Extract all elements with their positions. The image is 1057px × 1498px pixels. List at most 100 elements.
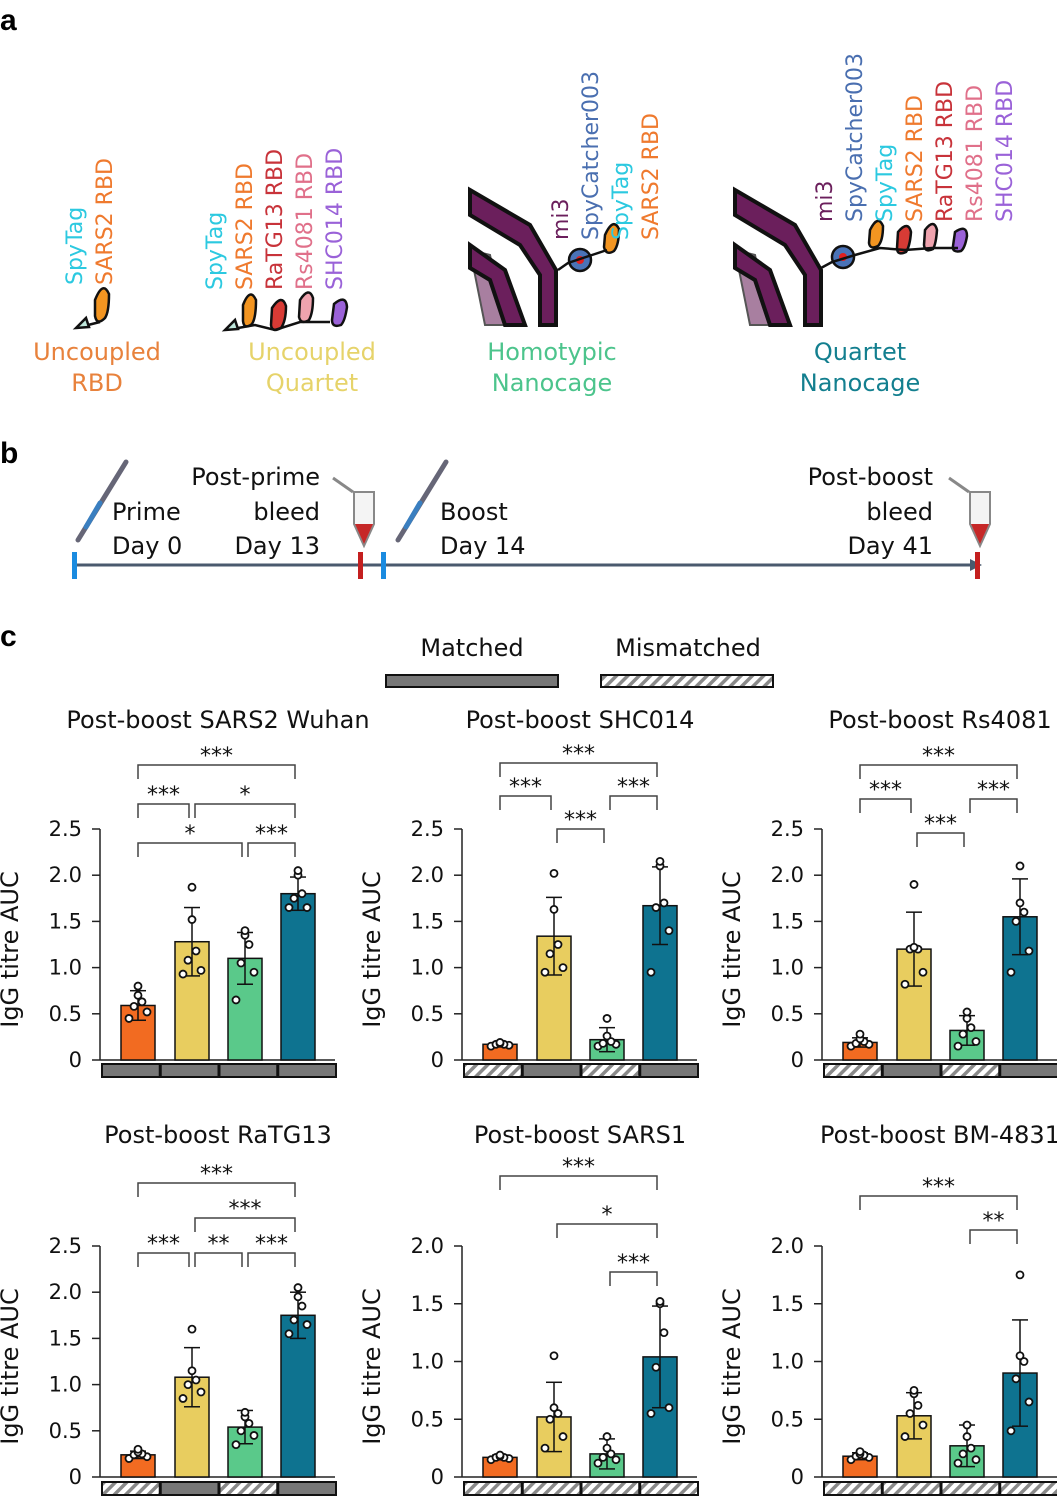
blood-tube-icon bbox=[948, 476, 991, 549]
construct-caption: Nanocage bbox=[800, 369, 920, 397]
y-tick-label: 1.0 bbox=[771, 956, 804, 980]
data-point bbox=[602, 1432, 612, 1441]
data-point bbox=[297, 889, 307, 899]
significance-bracket bbox=[556, 1223, 658, 1238]
data-point bbox=[302, 903, 312, 912]
data-point bbox=[249, 967, 259, 977]
data-point bbox=[953, 1458, 963, 1468]
chart-post-boost-shc014: Post-boost SHC014 IgG titre AUC 0 0.5 1.0 1.5… bbox=[358, 706, 699, 1078]
nanocage-icon-quartet bbox=[733, 186, 823, 327]
data-point bbox=[133, 981, 143, 991]
condition-strip-matched bbox=[159, 1063, 220, 1078]
significance-label: *** bbox=[922, 744, 955, 769]
data-point bbox=[553, 940, 563, 949]
data-point bbox=[231, 1440, 241, 1450]
data-point bbox=[191, 946, 201, 956]
significance-label: * bbox=[602, 1203, 613, 1228]
condition-strip-matched bbox=[218, 1063, 279, 1078]
data-point bbox=[606, 1037, 616, 1046]
legend-mismatched-swatch bbox=[600, 674, 774, 688]
component-label: SARS2 RBD bbox=[639, 113, 664, 240]
y-axis-label: IgG titre AUC bbox=[358, 1288, 386, 1445]
data-point bbox=[611, 1455, 621, 1465]
component-label: SARS2 RBD bbox=[233, 163, 258, 290]
data-point bbox=[659, 1328, 669, 1338]
data-point bbox=[133, 1444, 143, 1454]
chart-post-boost-bm-4831: Post-boost BM-4831 IgG titre AUC 0 0.5 1.0 1.… bbox=[718, 1121, 1057, 1496]
bar-quartet-nanocage bbox=[280, 892, 316, 1061]
data-point bbox=[1015, 861, 1025, 871]
data-point bbox=[655, 1297, 665, 1306]
component-label: SARS2 RBD bbox=[903, 95, 928, 222]
construct-caption: Homotypic bbox=[487, 338, 617, 366]
data-point bbox=[244, 940, 254, 949]
data-point bbox=[284, 903, 294, 912]
condition-strip-mismatched bbox=[580, 1481, 641, 1496]
data-point bbox=[953, 1041, 963, 1051]
significance-label: *** bbox=[255, 1232, 288, 1257]
data-point bbox=[236, 958, 246, 968]
y-tick-label: 1.0 bbox=[411, 1350, 444, 1374]
y-tick-label: 0.5 bbox=[771, 1407, 804, 1431]
y-tick-label: 1.0 bbox=[411, 956, 444, 980]
data-point bbox=[540, 1443, 550, 1453]
data-point bbox=[240, 1407, 250, 1417]
significance-bracket bbox=[859, 1195, 1018, 1210]
y-tick-label: 2.5 bbox=[49, 817, 82, 841]
legend: Matched Mismatched bbox=[385, 634, 774, 688]
data-point bbox=[178, 1394, 188, 1403]
data-point bbox=[1006, 1426, 1016, 1436]
chart-title: Post-boost BM-4831 bbox=[820, 1121, 1057, 1149]
y-tick-label: 2.0 bbox=[411, 863, 444, 887]
data-point bbox=[918, 1420, 928, 1430]
data-point bbox=[593, 1458, 603, 1468]
y-axis-label: IgG titre AUC bbox=[718, 1288, 746, 1445]
significance-label: *** bbox=[922, 1175, 955, 1200]
condition-strip-matched bbox=[101, 1063, 161, 1078]
significance-bracket bbox=[137, 1252, 190, 1267]
data-point bbox=[1011, 917, 1021, 926]
data-point bbox=[962, 1420, 972, 1430]
boost-day: Day 14 bbox=[440, 532, 526, 560]
data-point bbox=[1024, 1397, 1034, 1407]
chart-title: Post-boost RaTG13 bbox=[104, 1121, 332, 1149]
data-point bbox=[664, 1403, 674, 1413]
y-tick-label: 0 bbox=[431, 1048, 444, 1072]
data-point bbox=[659, 898, 669, 908]
y-tick-label: 2.5 bbox=[411, 817, 444, 841]
component-label: RaTG13 RBD bbox=[263, 149, 288, 290]
y-axis-label: IgG titre AUC bbox=[358, 871, 386, 1028]
significance-bracket bbox=[859, 764, 1018, 779]
data-point bbox=[289, 893, 299, 903]
data-point bbox=[1011, 1374, 1021, 1384]
rbd-icons bbox=[72, 219, 969, 332]
y-tick-label: 0.5 bbox=[411, 1407, 444, 1431]
data-point bbox=[962, 1007, 972, 1017]
significance-label: *** bbox=[229, 1197, 262, 1222]
condition-strip-matched bbox=[277, 1063, 337, 1078]
post-boost-bleed-marker bbox=[975, 552, 980, 579]
condition-strip-mismatched bbox=[881, 1481, 942, 1496]
condition-strip-mismatched bbox=[823, 1063, 883, 1078]
condition-strip-mismatched bbox=[999, 1481, 1057, 1496]
data-point bbox=[191, 1375, 201, 1385]
component-label: mi3 bbox=[813, 180, 838, 222]
significance-label: *** bbox=[564, 808, 597, 833]
y-tick-label: 1.5 bbox=[411, 909, 444, 933]
chart-post-boost-sars1: Post-boost SARS1 IgG titre AUC 0 0.5 1.0 1.5 2… bbox=[358, 1121, 699, 1496]
construct-caption: Nanocage bbox=[492, 369, 612, 397]
condition-strip-mismatched bbox=[463, 1063, 523, 1078]
significance-label: *** bbox=[977, 778, 1010, 803]
data-point bbox=[558, 963, 568, 972]
syringe-icon bbox=[395, 459, 449, 543]
y-tick-label: 1.5 bbox=[49, 1326, 82, 1350]
data-point bbox=[124, 1014, 134, 1023]
data-point bbox=[549, 1351, 559, 1361]
data-point bbox=[664, 926, 674, 936]
data-point bbox=[602, 1014, 612, 1023]
data-point bbox=[909, 880, 919, 889]
data-point bbox=[183, 955, 193, 965]
y-tick-label: 2.0 bbox=[411, 1234, 444, 1258]
post-prime-label: Post-prime bbox=[191, 463, 320, 491]
data-point bbox=[651, 1362, 661, 1372]
